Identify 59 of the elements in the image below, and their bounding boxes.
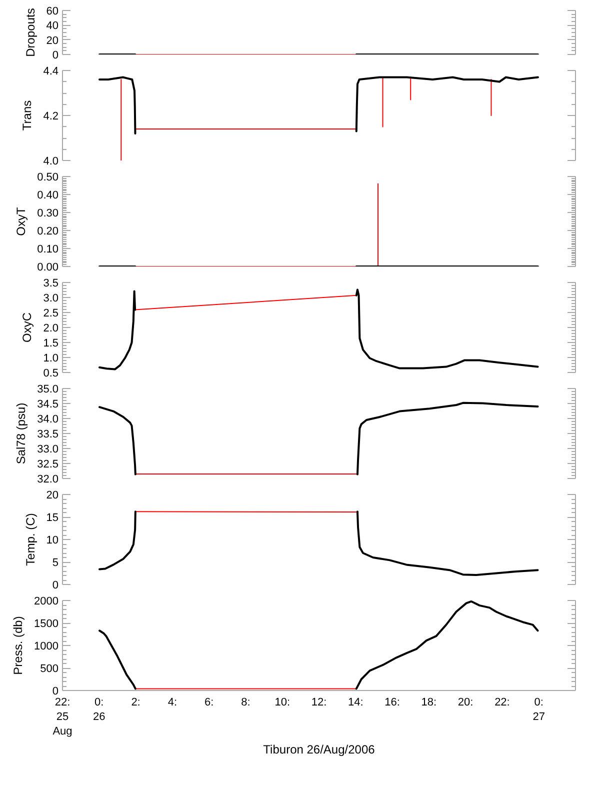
y-tick-label: 0.5 — [43, 368, 59, 380]
x-tick-label: 20: — [458, 696, 474, 708]
x-tick-label: 0: 27 — [532, 696, 545, 723]
x-tick-label: 14: — [348, 696, 364, 708]
y-tick-label: 2.5 — [43, 308, 59, 320]
x-tick-label: 16: — [384, 696, 400, 708]
y-tick-label: 0.50 — [37, 172, 59, 184]
x-tick-label: 12: — [311, 696, 327, 708]
y-axis-title: Sal78 (psu) — [14, 402, 28, 464]
y-tick-label: 0.10 — [37, 244, 59, 256]
x-tick-label: 22: 25 Aug — [52, 696, 72, 738]
y-axis-title: OxyC — [20, 312, 34, 342]
y-tick-label: 33.0 — [37, 444, 59, 456]
y-tick-label: 3.0 — [43, 292, 59, 304]
y-tick-label: 40 — [46, 20, 59, 32]
y-tick-label: 4.0 — [43, 156, 59, 168]
y-tick-label: 1.5 — [43, 338, 59, 350]
x-tick-label: 10: — [274, 696, 290, 708]
y-tick-label: 1.0 — [43, 352, 59, 364]
y-tick-label: 33.5 — [37, 428, 59, 440]
y-tick-label: 3.5 — [43, 278, 59, 290]
x-tick-label: 22: — [494, 696, 510, 708]
y-tick-label: 0 — [52, 580, 59, 592]
y-tick-label: 0 — [52, 686, 59, 698]
x-tick-label: 0: 26 — [93, 696, 106, 723]
y-tick-label: 32.5 — [37, 458, 59, 470]
y-tick-label: 34.0 — [37, 414, 59, 426]
y-tick-label: 60 — [46, 6, 59, 18]
x-tick-label: 4: — [168, 696, 178, 708]
y-tick-label: 1000 — [34, 640, 59, 652]
y-axis-title: Dropouts — [23, 8, 38, 57]
y-tick-label: 34.5 — [37, 398, 59, 410]
y-tick-label: 4.4 — [43, 66, 59, 78]
y-tick-label: 20 — [46, 490, 59, 502]
y-tick-label: 15 — [46, 512, 59, 524]
x-tick-label: 18: — [421, 696, 437, 708]
x-tick-label: 6: — [204, 696, 214, 708]
y-tick-label: 0 — [52, 50, 59, 62]
y-tick-label: 32.0 — [37, 474, 59, 486]
y-tick-label: 2.0 — [43, 322, 59, 334]
y-tick-label: 0.40 — [37, 190, 59, 202]
y-tick-label: 1500 — [34, 618, 59, 630]
y-tick-label: 0.00 — [37, 262, 59, 274]
y-tick-label: 2000 — [34, 596, 59, 608]
x-tick-label: 2: — [131, 696, 140, 708]
y-tick-label: 10 — [46, 534, 59, 546]
y-axis-title: Temp. (C) — [23, 513, 38, 566]
y-tick-label: 5 — [52, 557, 59, 569]
y-tick-label: 35.0 — [37, 384, 59, 396]
x-axis-title: Tiburon 26/Aug/2006 — [263, 742, 376, 756]
x-tick-label: 8: — [241, 696, 250, 708]
y-tick-label: 0.30 — [37, 208, 59, 220]
y-axis-title: Trans — [20, 100, 34, 131]
y-axis-title: Press. (db) — [11, 616, 26, 675]
y-tick-label: 500 — [40, 663, 59, 675]
y-tick-label: 20 — [46, 34, 59, 47]
y-tick-label: 4.2 — [43, 110, 59, 122]
y-axis-title: OxyT — [14, 206, 28, 236]
y-tick-label: 0.20 — [37, 226, 59, 238]
